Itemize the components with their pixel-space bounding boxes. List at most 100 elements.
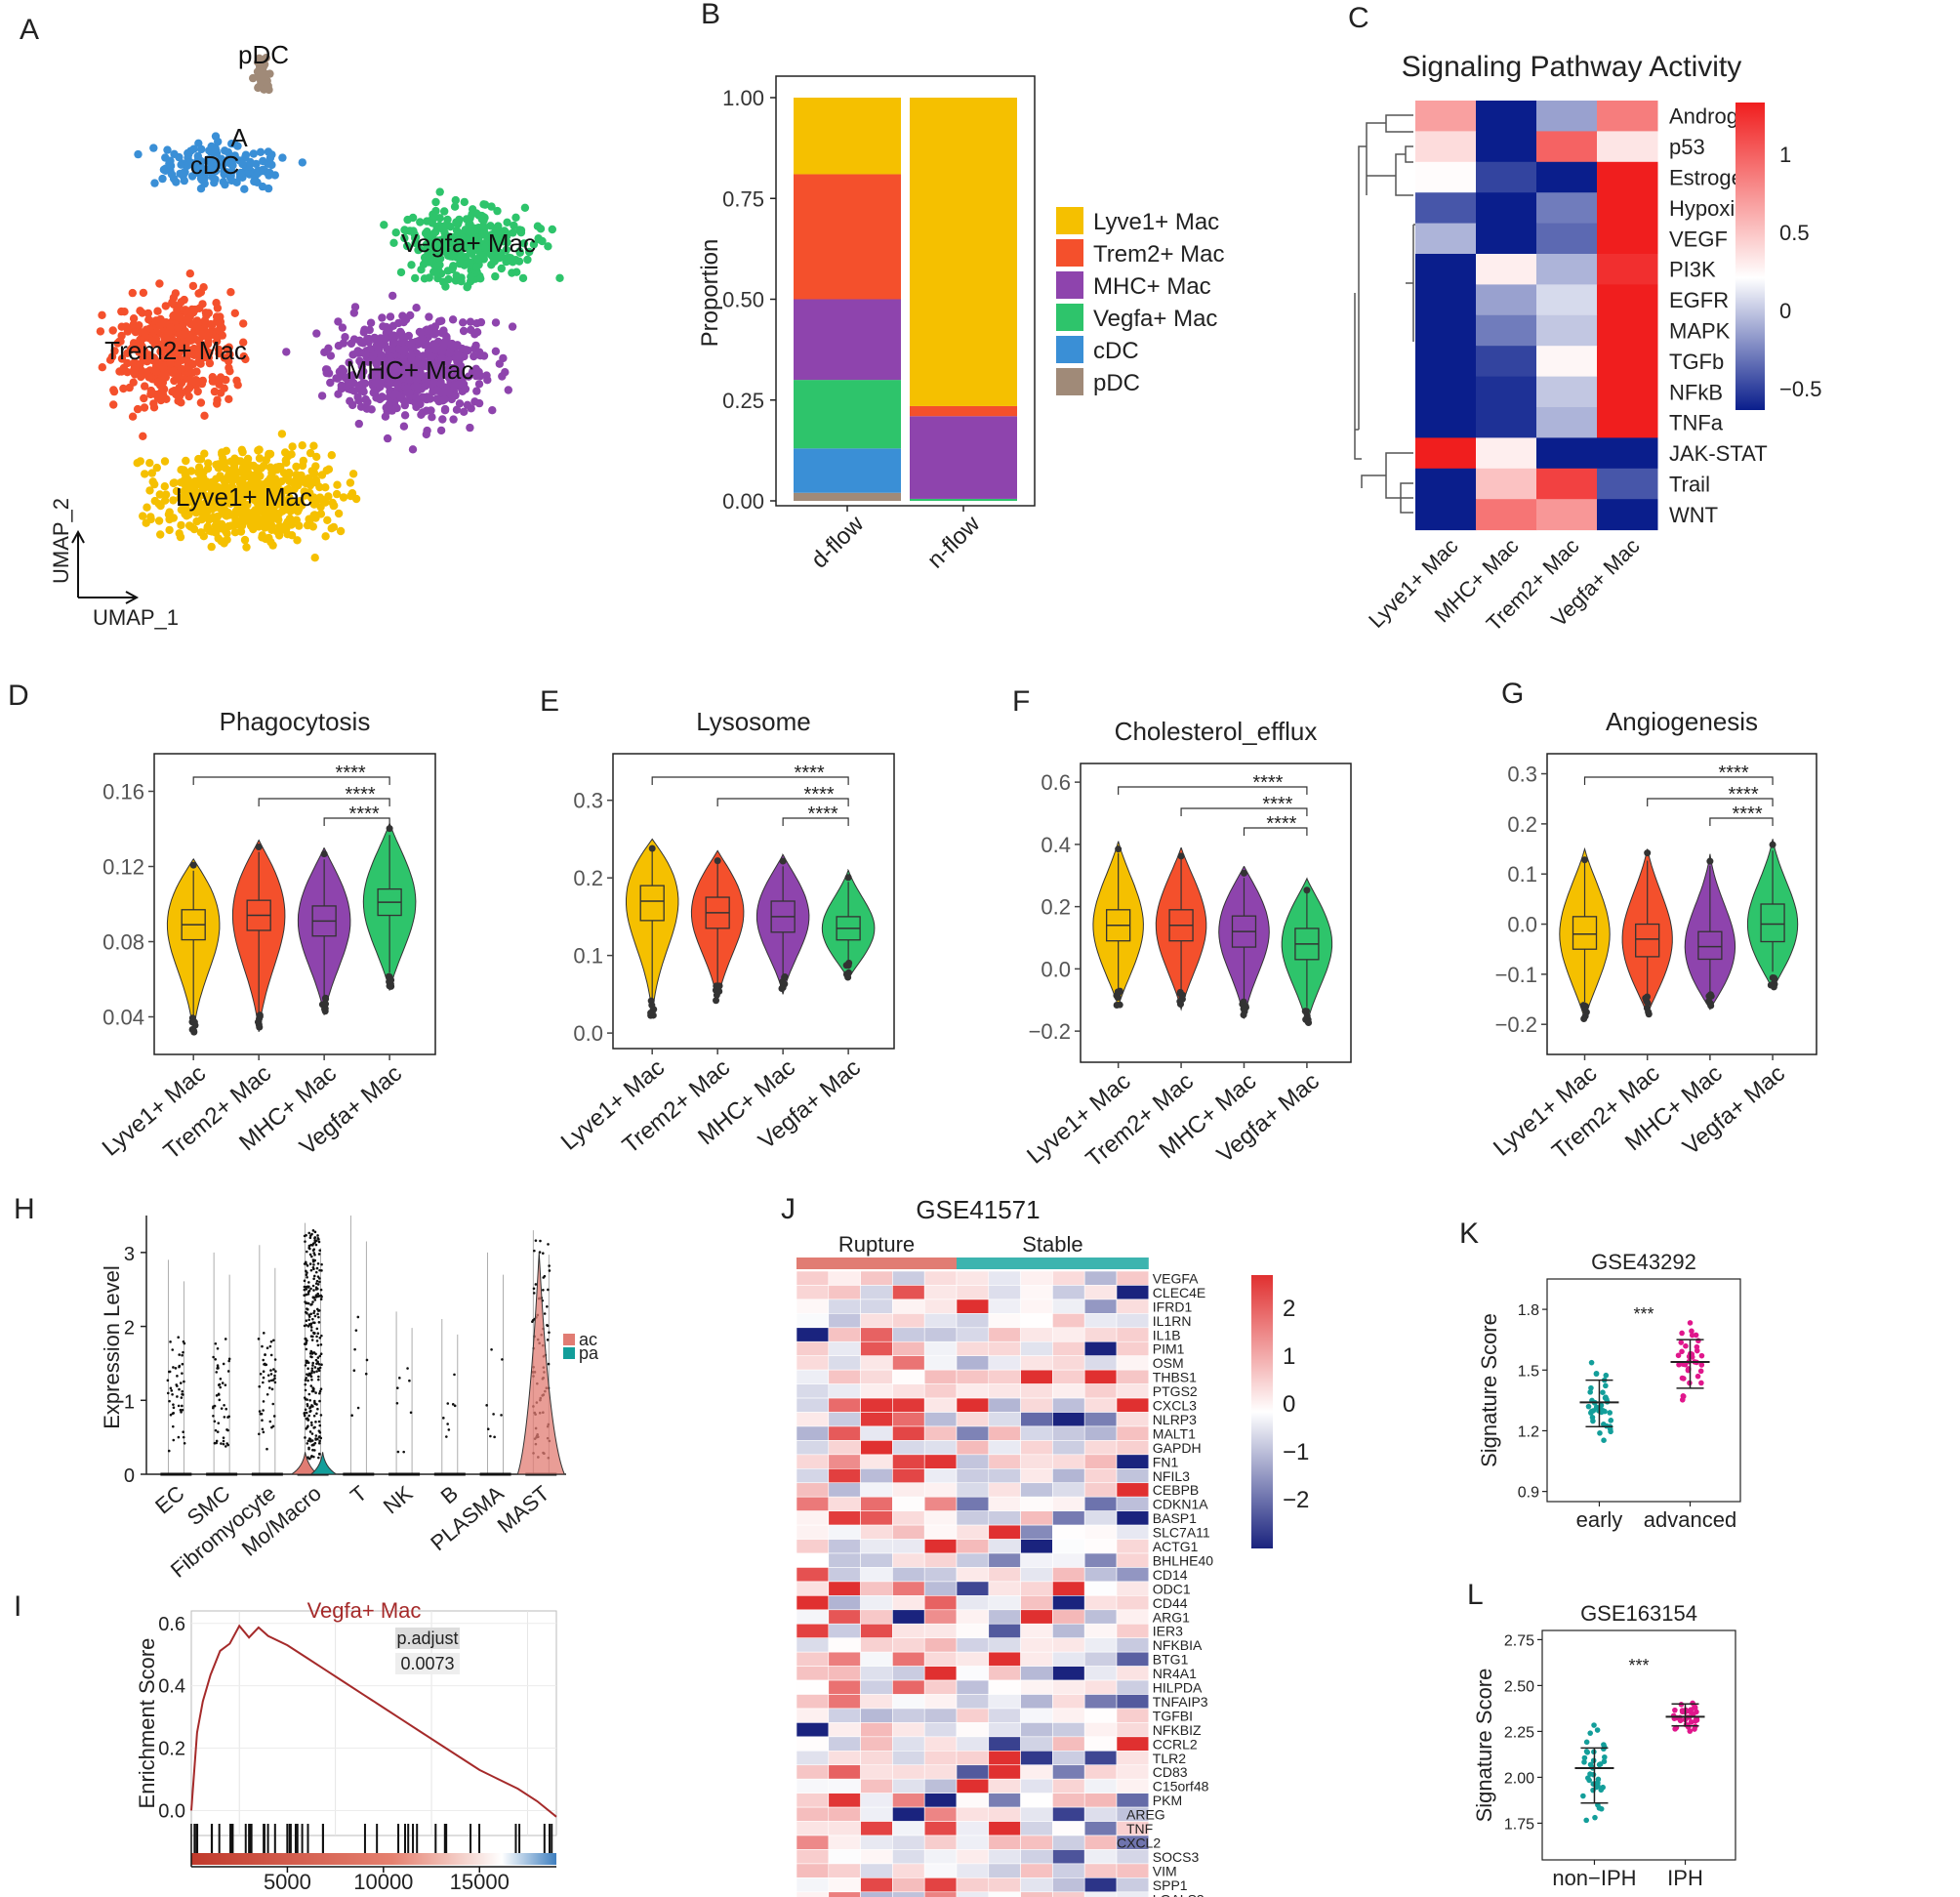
expression-point <box>316 1332 320 1335</box>
y-tick-label: 0.16 <box>102 780 144 804</box>
umap-point <box>338 323 347 332</box>
expression-point <box>490 1347 493 1351</box>
sample-point <box>1583 1817 1589 1824</box>
heatmap-cell <box>796 1440 830 1456</box>
umap-point <box>326 378 335 388</box>
legend-label: Vegfa+ Mac <box>1093 306 1217 332</box>
umap-cluster <box>96 269 250 440</box>
expression-point <box>309 1268 313 1272</box>
expression-point <box>307 1392 311 1396</box>
expression-point <box>353 1347 356 1351</box>
umap-point <box>444 274 453 284</box>
umap-point <box>435 187 444 196</box>
heatmap-cell <box>988 1524 1021 1540</box>
expression-point <box>306 1442 309 1445</box>
bar-segment <box>794 380 901 449</box>
expression-point <box>547 1288 550 1292</box>
expression-point <box>314 1294 318 1297</box>
heatmap-cell <box>956 1440 990 1456</box>
umap-point <box>366 345 375 353</box>
heatmap-cell <box>923 1877 958 1893</box>
expression-point <box>409 1411 413 1415</box>
heatmap-cell <box>1052 1581 1085 1596</box>
legend-swatch <box>1056 336 1083 363</box>
umap-point <box>510 221 518 230</box>
expression-point <box>178 1353 181 1356</box>
heatmap-cell <box>988 1285 1021 1300</box>
heatmap-cell <box>1415 468 1477 500</box>
heatmap-cell <box>1052 1397 1085 1413</box>
sample-point <box>1602 1753 1608 1760</box>
umap-point <box>159 363 168 372</box>
umap-point <box>141 329 149 339</box>
y-tick-label: 0.08 <box>102 930 144 955</box>
expression-point <box>265 1346 269 1350</box>
expression-point <box>501 1358 504 1361</box>
sample-point <box>1694 1716 1700 1723</box>
heatmap-cell <box>923 1651 958 1667</box>
umap-point <box>242 543 251 552</box>
heatmap-cell <box>956 1708 990 1723</box>
umap-point <box>171 289 181 298</box>
heatmap-row-label: Trail <box>1669 473 1710 497</box>
umap-point <box>388 339 397 348</box>
expression-point <box>272 1415 276 1418</box>
umap-point <box>135 321 143 330</box>
violin-outlier <box>255 844 263 851</box>
significance-label: **** <box>1262 794 1292 815</box>
umap-point <box>216 472 225 480</box>
expression-point <box>316 1378 320 1382</box>
umap-point <box>361 394 370 404</box>
heatmap-cell <box>892 1623 925 1638</box>
heatmap-cell <box>860 1835 893 1850</box>
umap-point <box>153 390 163 399</box>
heatmap-cell <box>1597 192 1658 225</box>
expression-point <box>442 1417 445 1420</box>
heatmap-cell <box>796 1849 830 1865</box>
expression-point <box>314 1421 317 1423</box>
heatmap-cell <box>1476 437 1537 470</box>
expression-point <box>311 1284 315 1288</box>
heatmap-cell <box>1536 407 1598 438</box>
heatmap-cell <box>1083 1581 1118 1596</box>
expression-point <box>306 1439 310 1443</box>
umap-point <box>329 501 338 511</box>
heatmap-cell <box>1020 1623 1053 1638</box>
expression-point <box>181 1408 184 1412</box>
umap-point <box>323 365 332 374</box>
heatmap-cell <box>1052 1369 1085 1384</box>
expression-point <box>306 1403 309 1406</box>
bar-segment <box>794 174 901 300</box>
expression-point <box>395 1401 399 1405</box>
sample-point <box>1581 1759 1587 1765</box>
umap-point <box>227 176 236 186</box>
heatmap-cell <box>923 1694 958 1710</box>
expression-point <box>303 1288 306 1292</box>
heatmap-cell <box>1116 1581 1150 1596</box>
umap-point <box>382 334 390 343</box>
expression-point <box>258 1384 262 1388</box>
umap-point <box>256 62 265 71</box>
heatmap-cell <box>988 1567 1021 1583</box>
heatmap-cell <box>1116 1623 1150 1638</box>
expression-point <box>172 1366 175 1369</box>
heatmap-cell <box>1116 1651 1150 1667</box>
umap-point <box>503 218 511 227</box>
expression-point <box>356 1406 360 1410</box>
umap-point <box>196 528 206 537</box>
heatmap-cell <box>1116 1454 1150 1469</box>
dot-group <box>441 1319 459 1474</box>
umap-point <box>214 460 224 469</box>
umap-point <box>466 220 474 228</box>
heatmap-cell <box>828 1567 861 1583</box>
umap-point <box>348 400 357 410</box>
umap-point <box>452 218 461 227</box>
sample-point <box>1583 1739 1590 1746</box>
heatmap-cell <box>1083 1340 1118 1356</box>
umap-point <box>420 253 429 263</box>
umap-point <box>514 257 524 266</box>
violin-outlier <box>1240 1011 1247 1019</box>
colorbar-tick: 0 <box>1283 1391 1295 1418</box>
expression-point <box>313 1449 316 1452</box>
